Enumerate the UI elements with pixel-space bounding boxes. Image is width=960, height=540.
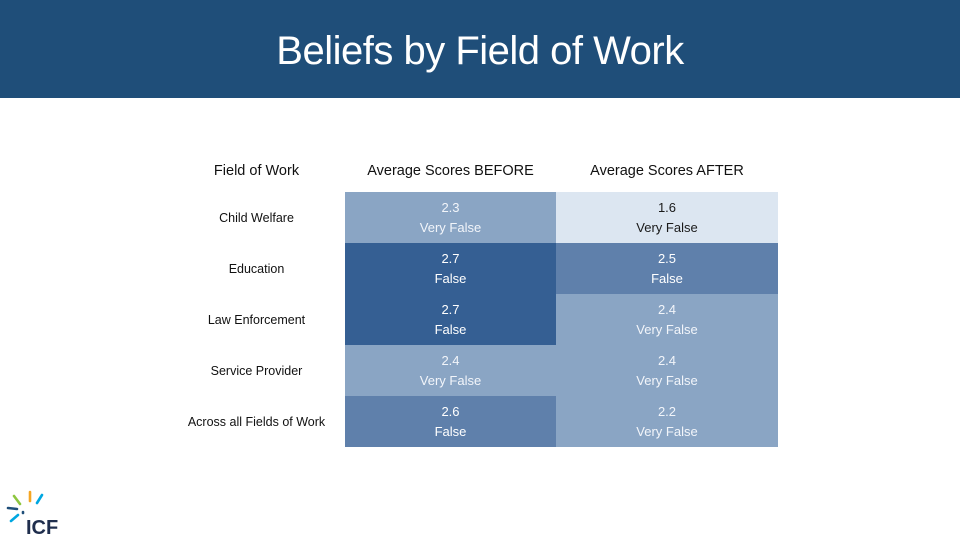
score-value: 2.7 xyxy=(441,250,460,266)
score-label: Very False xyxy=(419,372,482,388)
score-label: False xyxy=(434,423,467,439)
score-cell-before: 2.7 False xyxy=(345,243,556,294)
score-label: Very False xyxy=(636,372,698,388)
score-value: 2.3 xyxy=(441,199,460,215)
score-label: Very False xyxy=(419,219,482,235)
score-label: False xyxy=(434,270,467,286)
icf-burst-icon xyxy=(6,490,44,523)
column-header-after: Average Scores AFTER xyxy=(590,163,744,179)
score-label: Very False xyxy=(636,219,698,235)
score-cell-after: 2.2 Very False xyxy=(556,396,778,447)
score-label: Very False xyxy=(636,423,698,439)
score-label: Very False xyxy=(636,321,698,337)
logo-text: ICF xyxy=(26,517,58,536)
score-cell-after: 1.6 Very False xyxy=(556,192,778,243)
score-cell-before: 2.3 Very False xyxy=(345,192,556,243)
score-cell-after: 2.4 Very False xyxy=(556,294,778,345)
score-cell-before: 2.6 False xyxy=(345,396,556,447)
row-label-all-fields: Across all Fields of Work xyxy=(187,414,326,429)
column-header-before: Average Scores BEFORE xyxy=(367,163,534,179)
page-title: Beliefs by Field of Work xyxy=(276,28,684,73)
score-label: False xyxy=(651,270,683,286)
row-label-child-welfare: Child Welfare xyxy=(219,210,294,225)
score-value: 2.6 xyxy=(441,403,460,419)
score-label: False xyxy=(434,321,467,337)
score-value: 1.6 xyxy=(657,199,677,215)
row-label-service-provider: Service Provider xyxy=(210,363,303,378)
score-value: 2.7 xyxy=(441,301,460,317)
score-cell-after: 2.5 False xyxy=(556,243,778,294)
score-cell-after: 2.4 Very False xyxy=(556,345,778,396)
score-value: 2.4 xyxy=(657,301,677,317)
score-value: 2.5 xyxy=(657,250,677,266)
scores-table: Field of Work Average Scores BEFORE Aver… xyxy=(168,150,778,447)
title-banner: Beliefs by Field of Work xyxy=(0,0,960,98)
score-cell-before: 2.7 False xyxy=(345,294,556,345)
score-cell-before: 2.4 Very False xyxy=(345,345,556,396)
column-header-field: Field of Work xyxy=(213,163,300,179)
score-value: 2.4 xyxy=(441,352,460,368)
row-label-education: Education xyxy=(228,261,285,276)
score-value: 2.4 xyxy=(657,352,677,368)
score-value: 2.2 xyxy=(657,403,677,419)
row-label-law-enforcement: Law Enforcement xyxy=(207,312,306,327)
icf-logo: ICF xyxy=(6,490,58,536)
